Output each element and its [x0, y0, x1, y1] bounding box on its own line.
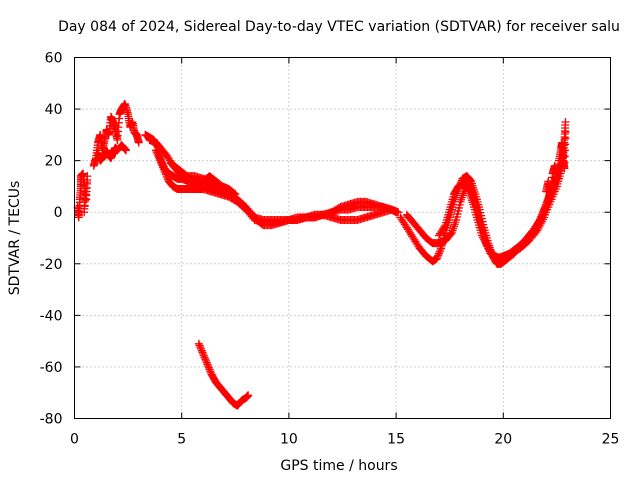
data-point [121, 145, 130, 154]
data-point [244, 391, 253, 400]
data-point [198, 348, 207, 357]
chart-title: Day 084 of 2024, Sidereal Day-to-day VTE… [58, 19, 620, 35]
data-point [561, 117, 570, 126]
data-point [197, 346, 206, 355]
data-point [134, 138, 143, 147]
data-point [156, 158, 165, 167]
data-point [159, 165, 168, 174]
data-point [205, 365, 214, 374]
data-point [436, 246, 445, 255]
data-point [154, 153, 163, 162]
data-point [196, 344, 205, 353]
data-point [432, 254, 441, 263]
data-point [561, 128, 570, 137]
x-tick-label: 20 [494, 432, 512, 448]
data-point [231, 190, 240, 199]
data-point [157, 160, 166, 169]
y-axis-label: SDTVAR / TECUs [7, 181, 23, 296]
data-point [451, 218, 460, 227]
data-point [195, 341, 204, 350]
y-tick-label: -60 [40, 360, 63, 376]
data-point [156, 156, 165, 165]
data-points [73, 99, 570, 410]
grid-lines [74, 57, 611, 419]
data-point [158, 161, 167, 170]
data-point [204, 362, 213, 371]
data-point [161, 168, 170, 177]
data-point [450, 220, 459, 229]
y-tick-label: -80 [40, 412, 63, 428]
data-point [159, 163, 168, 172]
data-point [163, 173, 172, 182]
data-point [196, 343, 205, 352]
data-point [161, 170, 170, 179]
data-point [464, 185, 473, 194]
data-point [160, 166, 169, 175]
y-tick-label: 40 [45, 102, 63, 118]
data-point [199, 351, 208, 360]
data-point [194, 339, 203, 348]
data-point [387, 205, 396, 214]
data-point [199, 350, 208, 359]
data-point [153, 149, 162, 158]
data-point [434, 251, 443, 260]
data-point [152, 148, 161, 157]
y-tick-label: 60 [45, 51, 63, 67]
x-tick-label: 0 [70, 432, 79, 448]
data-point [449, 222, 458, 231]
data-point [462, 182, 471, 191]
x-tick-label: 5 [177, 432, 186, 448]
data-point [154, 151, 163, 160]
data-point [433, 252, 442, 261]
y-tick-labels: -80 -60 -40 -20 0 20 40 60 [40, 51, 63, 428]
data-point [151, 146, 160, 155]
data-point [446, 230, 455, 239]
data-point [162, 172, 171, 181]
data-point [462, 180, 471, 189]
data-point [204, 363, 213, 372]
data-point [440, 222, 449, 231]
plot-frame [74, 57, 611, 419]
data-point [201, 355, 210, 364]
x-tick-labels: 0 5 10 15 20 25 [70, 432, 619, 448]
data-point [463, 184, 472, 193]
data-point [202, 358, 211, 367]
data-point [460, 177, 469, 186]
data-point [201, 356, 210, 365]
x-tick-label: 25 [602, 432, 620, 448]
data-point [82, 195, 91, 204]
data-point [435, 247, 444, 256]
x-tick-label: 10 [280, 432, 298, 448]
data-point [155, 154, 164, 163]
data-point [203, 360, 212, 369]
data-point [461, 178, 470, 187]
y-tick-label: 20 [45, 154, 63, 170]
data-point [434, 249, 443, 258]
data-point [230, 189, 239, 198]
y-tick-label: -20 [40, 257, 63, 273]
data-point [121, 146, 130, 155]
x-axis-label: GPS time / hours [280, 458, 397, 474]
data-point [394, 208, 403, 217]
data-point [206, 367, 215, 376]
data-point [120, 144, 129, 153]
y-tick-label: -40 [40, 308, 63, 324]
data-point [200, 353, 209, 362]
x-tick-label: 15 [387, 432, 405, 448]
y-tick-label: 0 [54, 205, 63, 221]
